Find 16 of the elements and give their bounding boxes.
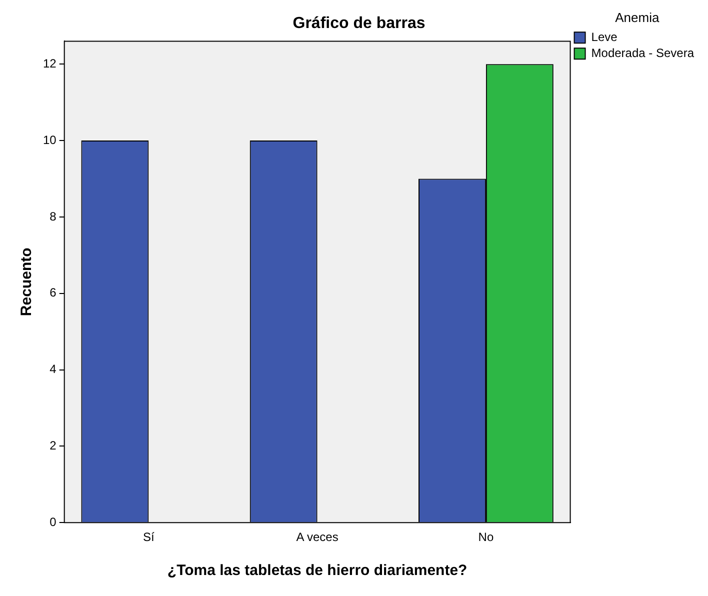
y-tick-label: 12: [42, 56, 57, 70]
chart-title: Gráfico de barras: [292, 15, 426, 32]
legend-title: Anemia: [615, 10, 660, 26]
x-tick-label: Sí: [143, 530, 155, 544]
x-tick-label: A veces: [296, 530, 338, 544]
y-tick-label: 6: [50, 286, 57, 300]
y-tick-label: 2: [50, 438, 57, 452]
y-axis-title: Recuento: [18, 248, 36, 316]
x-tick-label: No: [478, 530, 494, 544]
x-axis-title: ¿Toma las tabletas de hierro diariamente?: [167, 562, 468, 580]
y-tick-label: 10: [42, 132, 57, 147]
legend-label: Moderada - Severa: [591, 46, 694, 60]
legend-label: Leve: [591, 30, 618, 44]
y-tick-label: 4: [50, 362, 57, 376]
y-tick-label: 8: [50, 209, 57, 224]
y-tick-label: 0: [50, 514, 57, 529]
